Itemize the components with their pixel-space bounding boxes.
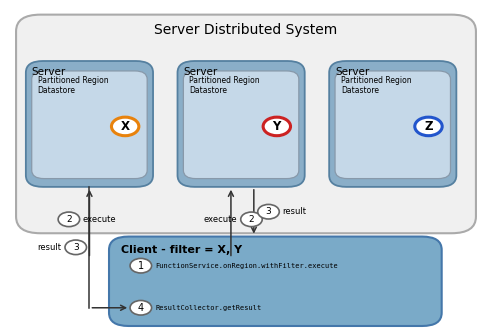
Text: 1: 1 — [138, 261, 144, 271]
Text: FunctionService.onRegion.withFilter.execute: FunctionService.onRegion.withFilter.exec… — [155, 263, 338, 269]
FancyBboxPatch shape — [335, 71, 451, 179]
FancyArrowPatch shape — [251, 190, 256, 232]
Text: Server: Server — [184, 67, 217, 77]
FancyBboxPatch shape — [329, 61, 457, 187]
FancyArrowPatch shape — [87, 191, 92, 256]
Circle shape — [65, 240, 87, 255]
Text: execute: execute — [203, 215, 237, 224]
Text: 2: 2 — [248, 215, 254, 224]
Circle shape — [415, 117, 442, 136]
FancyBboxPatch shape — [178, 61, 305, 187]
Text: execute: execute — [83, 215, 116, 224]
Text: Server: Server — [31, 67, 66, 77]
FancyBboxPatch shape — [109, 236, 442, 326]
Text: X: X — [121, 120, 130, 133]
Circle shape — [58, 212, 80, 227]
Text: Server: Server — [335, 67, 369, 77]
FancyArrowPatch shape — [92, 305, 125, 310]
Text: Y: Y — [273, 120, 281, 133]
Text: Client - filter = X, Y: Client - filter = X, Y — [121, 245, 243, 255]
FancyBboxPatch shape — [31, 71, 147, 179]
Text: 3: 3 — [73, 243, 79, 252]
Text: Partitioned Region
Datastore: Partitioned Region Datastore — [37, 76, 108, 95]
Circle shape — [130, 301, 152, 315]
Text: result: result — [282, 207, 306, 216]
Circle shape — [263, 117, 290, 136]
Circle shape — [112, 117, 139, 136]
Circle shape — [258, 204, 279, 219]
Text: ResultCollector.getResult: ResultCollector.getResult — [155, 305, 262, 311]
Text: result: result — [37, 243, 61, 252]
Text: Partitioned Region
Datastore: Partitioned Region Datastore — [189, 76, 260, 95]
Circle shape — [241, 212, 262, 227]
Text: 4: 4 — [138, 303, 144, 313]
FancyBboxPatch shape — [16, 15, 476, 233]
FancyBboxPatch shape — [26, 61, 153, 187]
Text: 3: 3 — [266, 207, 272, 216]
Text: 2: 2 — [66, 215, 72, 224]
Text: Z: Z — [424, 120, 433, 133]
Circle shape — [130, 259, 152, 273]
Text: Server Distributed System: Server Distributed System — [154, 22, 338, 36]
FancyArrowPatch shape — [228, 191, 233, 256]
FancyBboxPatch shape — [184, 71, 299, 179]
Text: Partitioned Region
Datastore: Partitioned Region Datastore — [341, 76, 411, 95]
